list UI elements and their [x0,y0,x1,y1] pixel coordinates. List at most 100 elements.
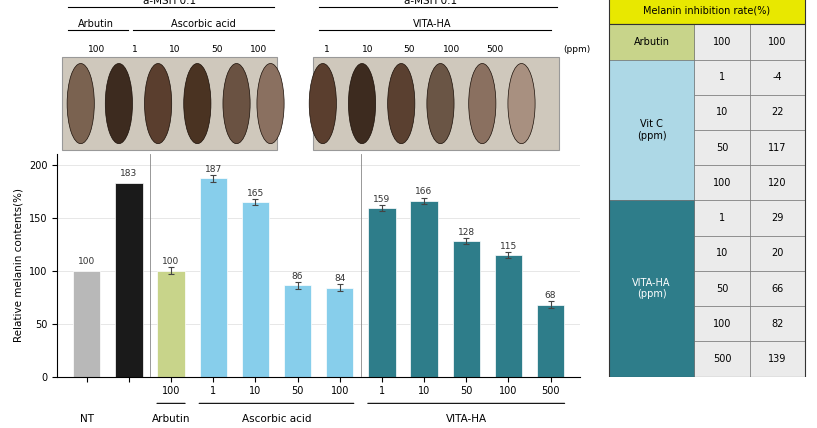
Text: VITA-HA: VITA-HA [413,19,452,29]
Text: 10: 10 [716,107,728,117]
Bar [750,342,805,377]
Text: 120: 120 [768,178,787,188]
Bar [199,178,227,377]
Text: 50: 50 [211,45,222,54]
Bar [494,255,522,377]
Text: 500: 500 [487,45,504,54]
Bar [115,183,143,377]
Ellipse shape [309,63,337,144]
Ellipse shape [508,63,535,144]
Text: VITA-HA
(ppm): VITA-HA (ppm) [632,278,671,299]
Bar [453,241,480,377]
Text: 100: 100 [443,45,460,54]
Bar [694,271,750,306]
Text: 68: 68 [545,291,556,300]
Bar [694,200,750,236]
Text: 500: 500 [712,354,731,364]
Text: 20: 20 [771,248,784,259]
Bar [750,165,805,200]
Ellipse shape [223,63,250,144]
Text: 66: 66 [771,284,784,294]
Bar [750,200,805,236]
Bar [242,202,269,377]
Text: Ascorbic acid: Ascorbic acid [172,19,236,29]
Bar [694,342,750,377]
Bar [750,24,805,59]
Ellipse shape [426,63,454,144]
Text: 10: 10 [716,248,728,259]
Bar [750,306,805,342]
Text: 183: 183 [120,169,137,178]
Text: 100: 100 [163,257,180,266]
Bar [694,130,750,165]
Text: 166: 166 [415,187,433,196]
Ellipse shape [348,63,376,144]
Y-axis label: Relative melanin contents(%): Relative melanin contents(%) [13,188,24,342]
Bar [694,165,750,200]
Bar [694,236,750,271]
Bar [750,130,805,165]
Bar [609,59,694,200]
Text: 115: 115 [500,241,517,250]
Text: 100: 100 [768,37,786,47]
Text: 100: 100 [250,45,267,54]
Bar [750,59,805,95]
Bar [368,208,395,377]
Bar [62,57,277,150]
Bar [314,57,559,150]
Ellipse shape [257,63,284,144]
Text: 22: 22 [771,107,784,117]
Bar [73,270,100,377]
Text: 139: 139 [768,354,786,364]
Bar [283,285,311,377]
Text: Vit C
(ppm): Vit C (ppm) [636,119,667,141]
Text: 1: 1 [132,45,137,54]
Text: a-MSH 0.1: a-MSH 0.1 [143,0,196,6]
Text: 100: 100 [78,257,96,266]
Ellipse shape [469,63,496,144]
Text: NT: NT [80,414,94,425]
Bar [609,24,694,59]
Text: 50: 50 [716,143,728,153]
Text: VITA-HA: VITA-HA [445,414,487,425]
Text: 100: 100 [87,45,105,54]
Text: 159: 159 [373,195,391,204]
Bar [750,236,805,271]
Text: 165: 165 [247,188,264,198]
Bar [326,288,354,377]
Ellipse shape [184,63,211,144]
Text: 50: 50 [716,284,728,294]
Ellipse shape [67,63,94,144]
Text: 10: 10 [169,45,181,54]
Text: 29: 29 [771,213,784,223]
Text: a-MSH 0.1: a-MSH 0.1 [404,0,458,6]
Text: Arbutin: Arbutin [633,37,670,47]
Text: 82: 82 [771,319,784,329]
Text: 1: 1 [719,213,725,223]
Text: Arbutin: Arbutin [78,19,114,29]
Bar [694,59,750,95]
Bar [694,24,750,59]
Ellipse shape [387,63,415,144]
Text: (ppm): (ppm) [564,45,591,54]
Bar [609,0,805,24]
Ellipse shape [145,63,172,144]
Text: 187: 187 [204,165,222,174]
Bar [410,201,438,377]
Text: -4: -4 [772,72,782,82]
Text: 128: 128 [458,228,475,237]
Text: Melanin inhibition rate(%): Melanin inhibition rate(%) [643,5,770,15]
Text: 100: 100 [713,178,731,188]
Bar [750,271,805,306]
Text: 100: 100 [713,319,731,329]
Bar [609,200,694,377]
Bar [750,95,805,130]
Ellipse shape [105,63,132,144]
Text: Ascorbic acid: Ascorbic acid [242,414,311,425]
Text: 117: 117 [768,143,787,153]
Text: 50: 50 [403,45,414,54]
Bar [694,306,750,342]
Text: 84: 84 [334,274,346,283]
Bar [158,270,185,377]
Text: Arbutin: Arbutin [152,414,190,425]
